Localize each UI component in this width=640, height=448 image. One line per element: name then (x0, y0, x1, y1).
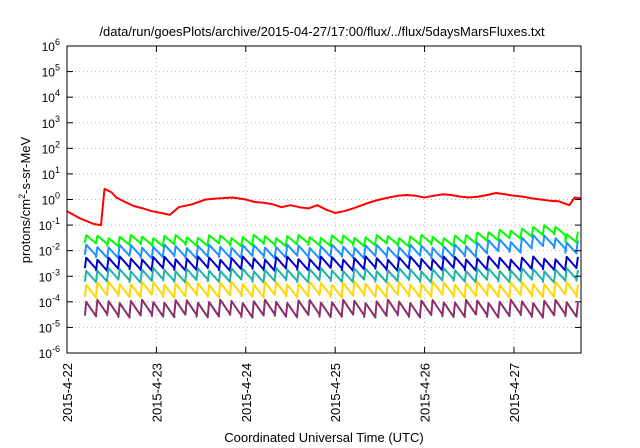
y-tick-label-base: 10 (39, 270, 53, 284)
x-tick-label: 2015-4-22 (60, 363, 75, 422)
x-tick-label: 2015-4-27 (507, 363, 522, 422)
y-axis-label-post: -s-sr-MeV (18, 136, 33, 193)
y-tick-label-base: 10 (39, 321, 53, 335)
y-tick-label: 10-5 (39, 318, 60, 335)
y-tick-label-base: 10 (42, 117, 56, 131)
y-tick-label-exp: -6 (52, 344, 60, 354)
y-tick-label-exp: -2 (52, 242, 60, 252)
y-tick-label-base: 10 (39, 219, 53, 233)
y-tick-label-base: 10 (42, 91, 56, 105)
y-tick-label: 10-1 (39, 216, 60, 233)
series-line-6 (83, 280, 579, 299)
y-tick-label: 10-3 (39, 267, 60, 284)
y-tick-label-exp: 1 (55, 165, 60, 175)
y-tick-label-exp: 6 (55, 37, 60, 47)
y-tick-label: 100 (42, 191, 60, 208)
y-tick-label-exp: -4 (52, 293, 60, 303)
y-tick-label-base: 10 (39, 296, 53, 310)
x-tick-label: 2015-4-23 (149, 363, 164, 422)
y-tick-label-base: 10 (42, 66, 56, 80)
y-tick-label: 10-6 (39, 344, 60, 361)
x-axis-label: Coordinated Universal Time (UTC) (224, 430, 423, 445)
y-tick-label-exp: 2 (55, 139, 60, 149)
y-tick-label: 102 (42, 139, 60, 156)
y-axis-label-sup: 2 (17, 194, 27, 199)
x-tick-label: 2015-4-25 (328, 363, 343, 422)
y-tick-label: 105 (42, 63, 60, 80)
y-tick-label: 10-2 (39, 242, 60, 259)
y-tick-label-base: 10 (39, 245, 53, 259)
series-line-7 (83, 298, 579, 319)
series-line-1 (66, 187, 582, 227)
series-line-2 (83, 224, 579, 248)
y-tick-label: 104 (42, 88, 60, 105)
y-tick-label: 106 (42, 37, 60, 54)
x-tick-label: 2015-4-26 (418, 363, 433, 422)
y-tick-label-base: 10 (42, 40, 56, 54)
series-line-3 (83, 234, 579, 260)
x-tick-label: 2015-4-24 (239, 363, 254, 422)
y-tick-label: 10-4 (39, 293, 60, 310)
y-tick-label-base: 10 (39, 347, 53, 361)
series-line-4 (83, 255, 579, 272)
chart-title: /data/run/goesPlots/archive/2015-04-27/1… (99, 24, 545, 39)
y-axis-label: protons/cm2-s-sr-MeV (17, 136, 33, 263)
y-tick-label-exp: -1 (52, 216, 60, 226)
y-tick-label-base: 10 (42, 142, 56, 156)
series-line-5 (83, 267, 579, 284)
y-axis: 10-610-510-410-310-210-11001011021031041… (39, 37, 581, 361)
y-tick-label-exp: 0 (55, 191, 60, 201)
y-tick-label-base: 10 (42, 168, 56, 182)
y-tick-label-exp: -3 (52, 267, 60, 277)
y-tick-label: 101 (42, 165, 60, 182)
y-tick-label-exp: 4 (55, 88, 60, 98)
y-tick-label: 103 (42, 114, 60, 131)
y-tick-label-exp: -5 (52, 318, 60, 328)
y-tick-label-base: 10 (42, 194, 56, 208)
y-tick-label-exp: 5 (55, 63, 60, 73)
y-tick-label-exp: 3 (55, 114, 60, 124)
series-layer (66, 187, 582, 319)
x-axis: 2015-4-22 2015-4-23 2015-4-24 2015-4-25 2015… (60, 46, 522, 422)
y-axis-label-pre: protons/cm (18, 199, 33, 263)
